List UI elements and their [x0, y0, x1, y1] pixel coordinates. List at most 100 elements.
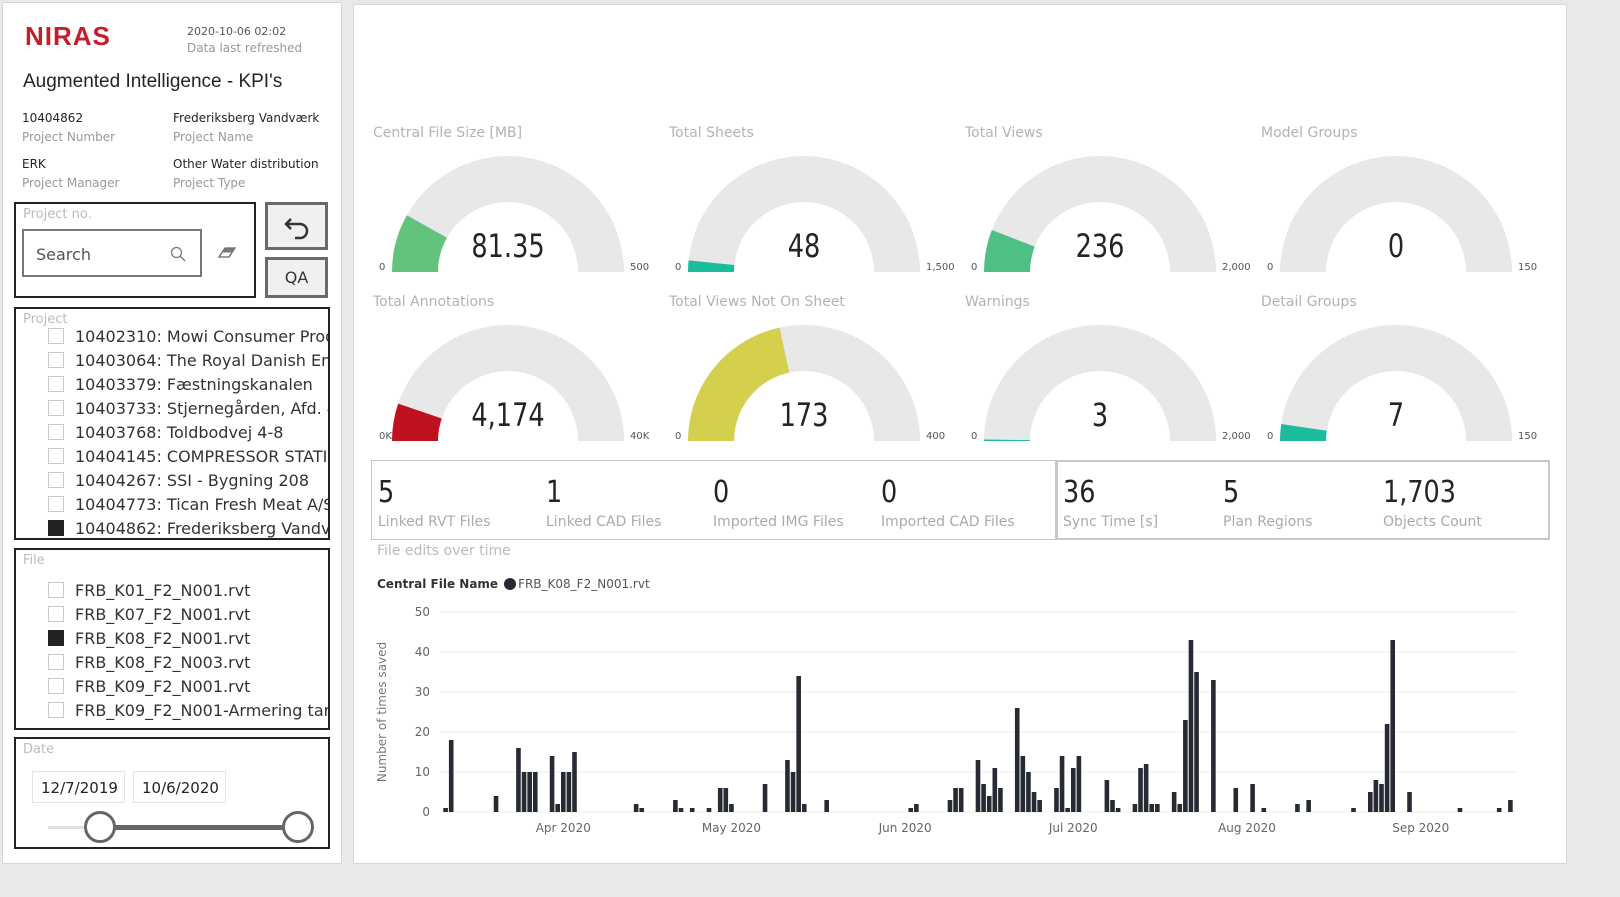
bar[interactable]: [1177, 804, 1183, 812]
bar[interactable]: [796, 676, 801, 812]
search-input[interactable]: Search: [22, 229, 202, 277]
bar[interactable]: [566, 772, 572, 812]
slicer-item[interactable]: 10404145: COMPRESSOR STATIO...: [48, 445, 328, 467]
bar[interactable]: [790, 772, 796, 812]
slicer-item[interactable]: 10404862: Frederiksberg Vandværk: [48, 517, 328, 538]
slicer-item[interactable]: FRB_K08_F2_N003.rvt: [48, 651, 250, 673]
bar[interactable]: [532, 772, 538, 812]
bar[interactable]: [1149, 804, 1155, 812]
qa-button[interactable]: QA: [265, 257, 328, 298]
bar[interactable]: [1132, 804, 1138, 812]
bar[interactable]: [443, 808, 448, 812]
bar[interactable]: [723, 788, 729, 812]
slider-start-handle[interactable]: [84, 811, 116, 843]
bar[interactable]: [1250, 784, 1255, 812]
bar[interactable]: [516, 748, 521, 812]
bar[interactable]: [1020, 756, 1026, 812]
bar[interactable]: [1351, 808, 1356, 812]
bar[interactable]: [953, 788, 958, 812]
bar[interactable]: [729, 804, 734, 812]
bar[interactable]: [1384, 724, 1390, 812]
checkbox[interactable]: [48, 448, 64, 464]
bar[interactable]: [1390, 640, 1396, 812]
start-date-input[interactable]: 12/7/2019: [32, 771, 125, 803]
bar[interactable]: [1373, 780, 1379, 812]
bar[interactable]: [560, 772, 566, 812]
bar[interactable]: [1211, 680, 1216, 812]
bar[interactable]: [1076, 756, 1082, 812]
bar[interactable]: [678, 808, 684, 812]
bar[interactable]: [1104, 780, 1110, 812]
bar[interactable]: [785, 760, 790, 812]
slicer-item[interactable]: 10403379: Fæstningskanalen: [48, 373, 313, 395]
checkbox[interactable]: [48, 606, 64, 622]
checkbox[interactable]: [48, 400, 64, 416]
checkbox[interactable]: [48, 654, 64, 670]
checkbox[interactable]: [48, 702, 64, 718]
bar[interactable]: [1295, 804, 1300, 812]
bar[interactable]: [1261, 808, 1267, 812]
slicer-item[interactable]: FRB_K08_F2_N001.rvt: [48, 627, 250, 649]
bar[interactable]: [824, 800, 829, 812]
bar[interactable]: [717, 788, 723, 812]
bar[interactable]: [633, 804, 639, 812]
bar[interactable]: [706, 808, 712, 812]
bar[interactable]: [1054, 788, 1059, 812]
bar[interactable]: [1171, 792, 1177, 812]
bar[interactable]: [1407, 792, 1412, 812]
checkbox[interactable]: [48, 582, 64, 598]
bar[interactable]: [1188, 640, 1194, 812]
bar[interactable]: [1065, 808, 1070, 812]
checkbox[interactable]: [48, 376, 64, 392]
checkbox[interactable]: [48, 630, 64, 646]
slicer-item[interactable]: 10404267: SSI - Bygning 208: [48, 469, 309, 491]
bar[interactable]: [914, 804, 919, 812]
bar[interactable]: [572, 752, 577, 812]
slicer-item[interactable]: 10403733: Stjernegården, Afd. 4: [48, 397, 328, 419]
eraser-icon[interactable]: [217, 245, 237, 259]
reset-button[interactable]: [265, 202, 328, 250]
bar[interactable]: [1138, 768, 1143, 812]
bar[interactable]: [1306, 800, 1311, 812]
checkbox[interactable]: [48, 424, 64, 440]
checkbox[interactable]: [48, 520, 64, 536]
bar[interactable]: [1070, 768, 1076, 812]
bar[interactable]: [1059, 756, 1065, 812]
bar[interactable]: [639, 808, 645, 812]
bar[interactable]: [1496, 808, 1502, 812]
bar[interactable]: [801, 804, 807, 812]
bar[interactable]: [958, 788, 964, 812]
bar[interactable]: [1110, 800, 1115, 812]
bar[interactable]: [1183, 720, 1188, 812]
checkbox[interactable]: [48, 328, 64, 344]
bar[interactable]: [1367, 792, 1373, 812]
bar[interactable]: [555, 804, 560, 812]
bar[interactable]: [1233, 788, 1239, 812]
bar[interactable]: [986, 796, 992, 812]
slider-end-handle[interactable]: [282, 811, 314, 843]
bar[interactable]: [1194, 672, 1199, 812]
bar[interactable]: [448, 740, 454, 812]
slicer-item[interactable]: FRB_K07_F2_N001.rvt: [48, 603, 250, 625]
bar[interactable]: [1026, 772, 1031, 812]
bar[interactable]: [975, 760, 981, 812]
bar[interactable]: [981, 784, 986, 812]
bar[interactable]: [1155, 804, 1160, 812]
bar[interactable]: [908, 808, 914, 812]
bar[interactable]: [998, 788, 1003, 812]
slicer-item[interactable]: 10402310: Mowi Consumer Prod...: [48, 325, 328, 347]
bar[interactable]: [493, 796, 499, 812]
bar[interactable]: [762, 784, 768, 812]
checkbox[interactable]: [48, 352, 64, 368]
end-date-input[interactable]: 10/6/2020: [133, 771, 226, 803]
bar[interactable]: [1379, 784, 1384, 812]
bar[interactable]: [947, 800, 953, 812]
slicer-item[interactable]: 10403064: The Royal Danish Emb...: [48, 349, 328, 371]
slicer-item[interactable]: 10404773: Tican Fresh Meat A/S, ...: [48, 493, 328, 515]
bar[interactable]: [1508, 800, 1513, 812]
bar[interactable]: [1014, 708, 1020, 812]
bar[interactable]: [1457, 808, 1463, 812]
bar[interactable]: [1037, 800, 1042, 812]
bar[interactable]: [1031, 792, 1037, 812]
bar[interactable]: [1143, 764, 1149, 812]
